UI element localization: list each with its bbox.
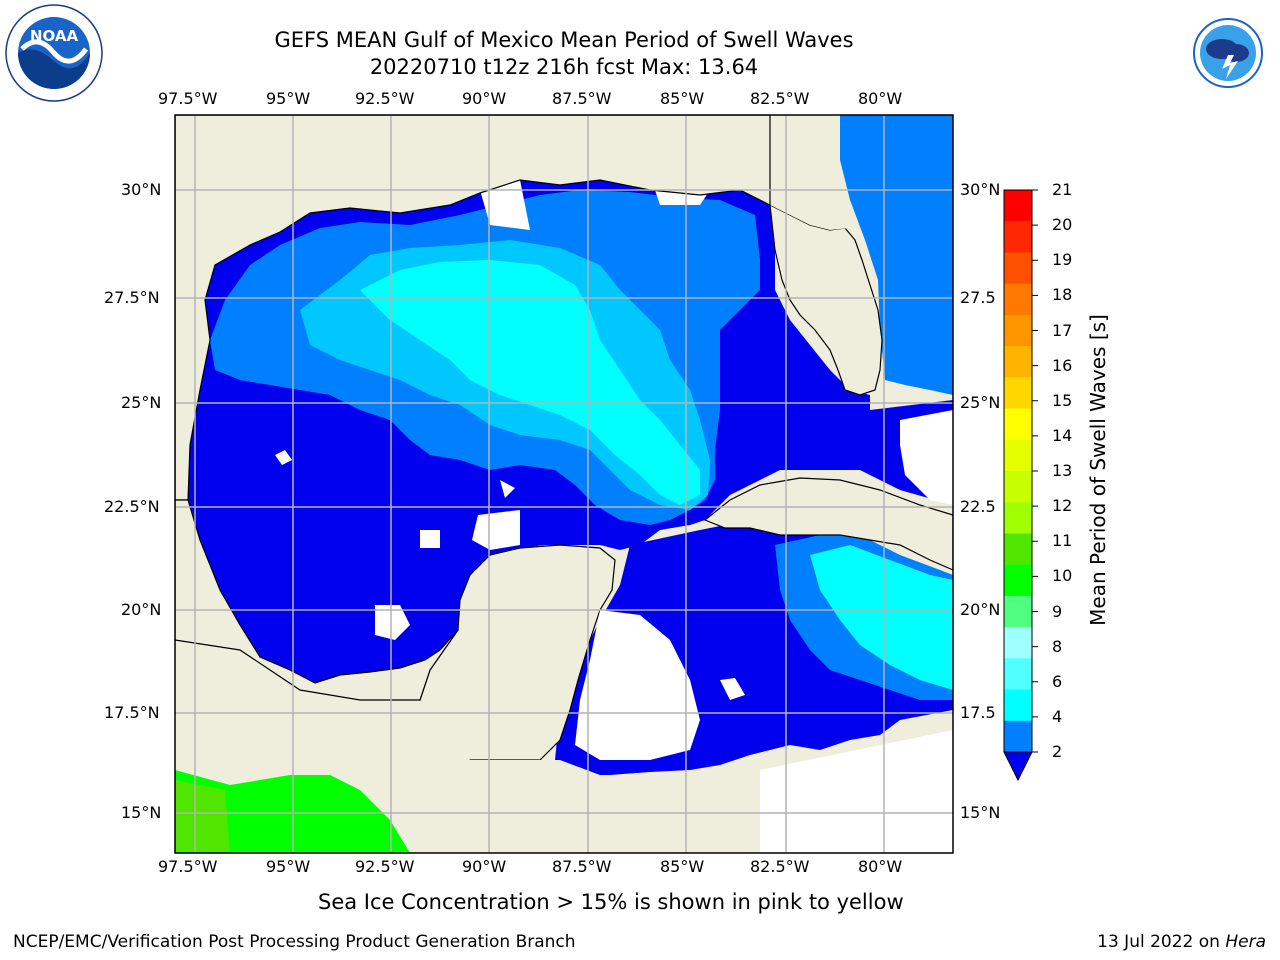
footer-date: 13 Jul 2022 on Hera: [1097, 932, 1266, 952]
lon-tick-top: 90°W: [462, 89, 507, 108]
lon-tick-bottom: 92.5°W: [355, 857, 415, 876]
noaa-logo: NOAA: [4, 3, 104, 107]
cuba-land: [703, 477, 953, 571]
lat-tick-right: 17.5: [960, 703, 996, 722]
footer-date-text: 13 Jul 2022 on: [1097, 932, 1226, 952]
colorbar-band: [1004, 221, 1032, 253]
lat-tick-left: 30°N: [121, 180, 162, 199]
colorbar-band: [1004, 377, 1032, 410]
colorbar-band: [1004, 190, 1032, 222]
colorbar-tick-label: 16: [1052, 355, 1073, 375]
lat-tick-left: 15°N: [121, 803, 162, 822]
noaa-logo-text: NOAA: [30, 27, 79, 45]
colorbar-band: [1004, 252, 1032, 285]
colorbar-band: [1004, 658, 1032, 691]
lon-tick-top: 95°W: [266, 89, 311, 108]
colorbar-tick-label: 11: [1052, 531, 1073, 551]
pacific-swell-12-13: [175, 780, 230, 853]
map-title-line2: 20220710 t12z 216h fcst Max: 13.64: [369, 55, 759, 79]
colorbar-title: Mean Period of Swell Waves [s]: [1086, 314, 1110, 626]
footer-credit: NCEP/EMC/Verification Post Processing Pr…: [13, 932, 576, 952]
lat-tick-right: 30°N: [960, 180, 1001, 199]
lat-tick-left: 25°N: [121, 393, 162, 412]
lon-tick-bottom: 85°W: [660, 857, 705, 876]
lat-tick-left: 27.5°N: [104, 288, 160, 307]
colorbar-band: [1004, 471, 1032, 503]
colorbar-tick-label: 13: [1052, 461, 1073, 480]
lat-tick-right: 20°N: [960, 600, 1001, 619]
map-title-line1: GEFS MEAN Gulf of Mexico Mean Period of …: [274, 28, 854, 52]
colorbar-band: [1004, 533, 1032, 566]
colorbar-tick-label: 15: [1052, 390, 1073, 410]
colorbar-band: [1004, 627, 1032, 659]
lon-tick-bottom: 90°W: [462, 857, 507, 876]
colorbar-band: [1004, 564, 1032, 597]
lon-tick-top: 97.5°W: [158, 89, 218, 108]
colorbar-band: [1004, 283, 1032, 316]
swell-band-6-8: [360, 260, 700, 505]
footer-machine: Hera: [1225, 932, 1266, 952]
mexico-land: [175, 499, 459, 701]
colorbar-band: [1004, 720, 1032, 753]
lat-tick-left: 20°N: [121, 600, 162, 619]
colorbar-tick-label: 17: [1052, 320, 1073, 340]
colorbar-tick-label: 8: [1052, 636, 1063, 656]
colorbar-tick-label: 12: [1052, 496, 1073, 516]
lon-tick-top: 85°W: [660, 89, 705, 108]
map-gridlines: [175, 115, 953, 853]
lon-tick-bottom: 97.5°W: [158, 857, 218, 876]
lon-tick-bottom: 80°W: [858, 857, 903, 876]
lat-tick-left: 17.5°N: [104, 703, 160, 722]
colorbar-tick-label: 6: [1052, 671, 1063, 691]
lat-tick-left: 22.5°N: [104, 497, 160, 516]
colorbar-band: [1004, 408, 1032, 441]
lat-tick-right: 25°N: [960, 393, 1001, 412]
florida-north-land: [770, 115, 850, 230]
lon-tick-top: 92.5°W: [355, 89, 415, 108]
us-gulf-coast-land: [175, 115, 771, 501]
colorbar-band: [1004, 439, 1032, 472]
colorbar-tick-label: 19: [1052, 250, 1073, 270]
colorbar-band: [1004, 314, 1032, 347]
colorbar-tick-label: 14: [1052, 425, 1073, 445]
colorbar-tick-label: 2: [1052, 742, 1063, 761]
caribbean-band-4-6: [810, 545, 953, 690]
lon-tick-top: 87.5°W: [552, 89, 612, 108]
lon-tick-bottom: 87.5°W: [552, 857, 612, 876]
nws-logo: [1178, 3, 1278, 107]
colorbar-band: [1004, 595, 1032, 628]
colorbar-band: [1004, 502, 1032, 534]
colorbar: [1003, 189, 1038, 782]
colorbar-extend-arrow: [1003, 751, 1033, 782]
colorbar-tick-label: 20: [1052, 215, 1073, 235]
colorbar-band: [1004, 689, 1032, 722]
colorbar-tick-label: 10: [1052, 566, 1073, 586]
lat-tick-right: 27.5: [960, 288, 996, 307]
lon-tick-bottom: 82.5°W: [750, 857, 810, 876]
colorbar-tick-label: 21: [1052, 180, 1073, 199]
lat-tick-right: 15°N: [960, 803, 1001, 822]
no-data-patches: [275, 180, 953, 853]
lon-tick-bottom: 95°W: [266, 857, 311, 876]
sea-ice-caption: Sea Ice Concentration > 15% is shown in …: [318, 890, 904, 914]
colorbar-tick-label: 4: [1052, 706, 1063, 726]
colorbar-band: [1004, 346, 1032, 378]
colorbar-tick-label: 9: [1052, 601, 1063, 621]
colorbar-tick-label: 18: [1052, 285, 1073, 305]
map-frame: [174, 114, 954, 854]
atlantic-swell: [840, 115, 953, 395]
lat-tick-right: 22.5: [960, 497, 996, 516]
lon-tick-top: 80°W: [858, 89, 903, 108]
lon-tick-top: 82.5°W: [750, 89, 810, 108]
